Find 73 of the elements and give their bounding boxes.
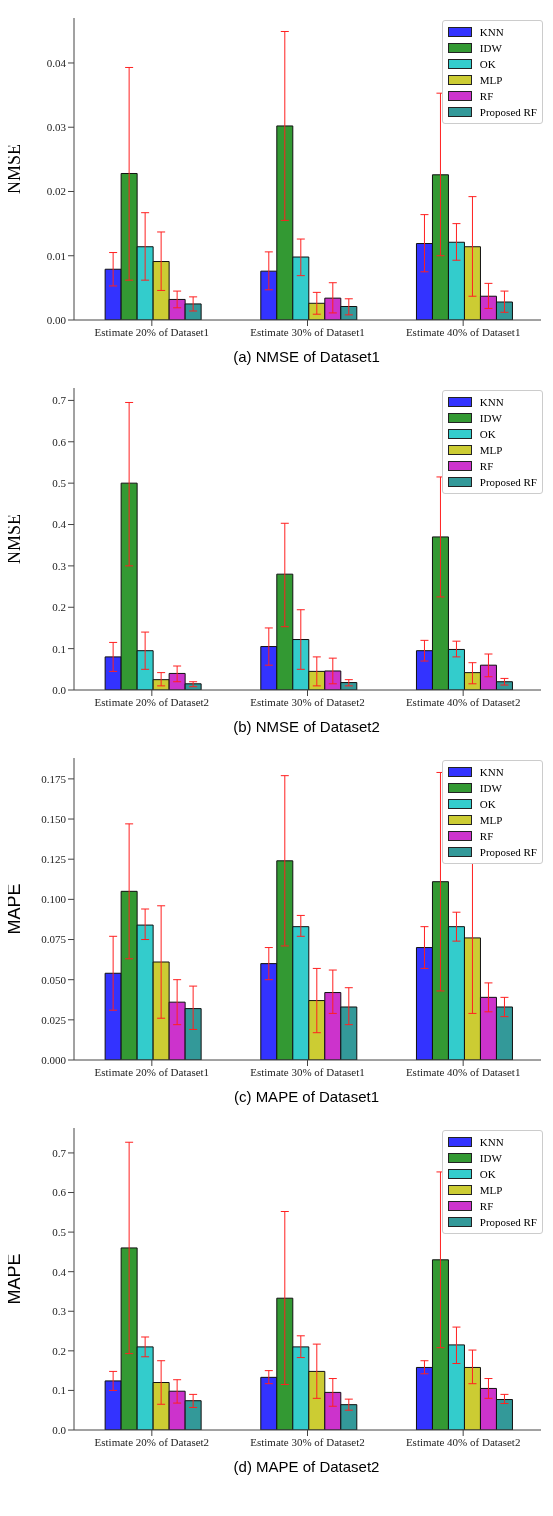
x-tick-label: Estimate 20% of Dataset1 <box>94 325 210 338</box>
legend-label: RF <box>479 90 494 102</box>
y-tick-label: 0.0 <box>52 683 67 696</box>
legend-label: MLP <box>479 444 503 456</box>
text: (d) MAPE of Dataset2 <box>232 1458 381 1477</box>
x-tick-label: Estimate 40% of Dataset2 <box>405 1435 521 1448</box>
y-tick-label: 0.7 <box>52 394 67 407</box>
y-tick-label: 0.4 <box>52 1265 67 1278</box>
legend-label: OK <box>479 1168 496 1180</box>
y-tick-label: 0.5 <box>52 1226 67 1238</box>
y-tick-label: 0.150 <box>41 812 67 825</box>
text: (b) NMSE of Dataset2 <box>232 718 381 737</box>
legend-label: RF <box>479 830 494 842</box>
legend-label: Proposed RF <box>479 846 537 858</box>
y-tick-label: 0.7 <box>52 1146 67 1159</box>
x-tick-label: Estimate 30% of Dataset1 <box>250 1065 365 1078</box>
y-tick-label: 0.04 <box>46 56 67 69</box>
legend-label: Proposed RF <box>479 106 537 118</box>
y-tick-label: 0.6 <box>52 435 67 448</box>
y-tick-label: 0.01 <box>46 249 66 262</box>
legend-label: Proposed RF <box>479 1216 537 1228</box>
y-tick-label: 0.1 <box>52 1384 66 1397</box>
legend-label: KNN <box>479 1136 504 1148</box>
x-tick-label: Estimate 20% of Dataset1 <box>94 1065 210 1078</box>
y-tick-label: 0.3 <box>52 559 67 572</box>
legend-label: MLP <box>479 1184 503 1196</box>
x-tick-label: Estimate 40% of Dataset1 <box>405 1065 521 1078</box>
y-axis-title: NMSE <box>4 143 25 195</box>
y-tick-label: 0.5 <box>52 477 67 490</box>
legend-label: OK <box>479 798 496 810</box>
legend-label: KNN <box>479 396 504 408</box>
y-tick-label: 0.0 <box>52 1423 67 1436</box>
legend-label: OK <box>479 428 496 440</box>
legend-label: IDW <box>479 412 502 424</box>
y-tick-label: 0.075 <box>41 933 67 946</box>
legend-label: RF <box>479 460 494 472</box>
y-tick-label: 0.4 <box>52 518 67 531</box>
legend-label: MLP <box>479 814 503 826</box>
y-tick-label: 0.03 <box>46 121 67 134</box>
y-tick-label: 0.175 <box>41 772 67 785</box>
legend-label: KNN <box>479 766 504 778</box>
x-tick-label: Estimate 40% of Dataset2 <box>405 695 521 708</box>
y-tick-label: 0.025 <box>41 1013 67 1026</box>
x-tick-label: Estimate 30% of Dataset2 <box>250 695 365 708</box>
y-tick-label: 0.00 <box>46 313 67 326</box>
x-tick-label: Estimate 40% of Dataset1 <box>405 325 521 338</box>
y-tick-label: 0.6 <box>52 1186 67 1199</box>
y-tick-label: 0.2 <box>52 1344 66 1357</box>
legend-label: IDW <box>479 1152 502 1164</box>
x-tick-label: Estimate 20% of Dataset2 <box>94 695 210 708</box>
y-tick-label: 0.2 <box>52 601 66 614</box>
legend-label: Proposed RF <box>479 476 537 488</box>
legend-label: MLP <box>479 74 503 86</box>
y-tick-label: 0.125 <box>41 853 67 866</box>
y-tick-label: 0.02 <box>46 185 66 198</box>
y-tick-label: 0.3 <box>52 1305 67 1318</box>
text: (c) MAPE of Dataset1 <box>232 1088 381 1107</box>
legend-label: RF <box>479 1200 494 1212</box>
x-tick-label: Estimate 20% of Dataset2 <box>94 1435 210 1448</box>
y-axis-title: NMSE <box>4 513 25 565</box>
legend-label: KNN <box>479 26 504 38</box>
legend-label: IDW <box>479 782 502 794</box>
legend-label: OK <box>479 58 496 70</box>
x-tick-label: Estimate 30% of Dataset2 <box>250 1435 365 1448</box>
y-tick-label: 0.050 <box>41 973 67 986</box>
x-tick-label: Estimate 30% of Dataset1 <box>250 325 365 338</box>
y-tick-label: 0.100 <box>41 893 67 906</box>
text: (a) NMSE of Dataset1 <box>232 348 381 367</box>
y-axis-title: MAPE <box>4 1253 25 1305</box>
y-tick-label: 0.1 <box>52 642 66 655</box>
y-axis-title: MAPE <box>4 883 25 935</box>
legend-label: IDW <box>479 42 502 54</box>
y-tick-label: 0.000 <box>41 1053 67 1066</box>
